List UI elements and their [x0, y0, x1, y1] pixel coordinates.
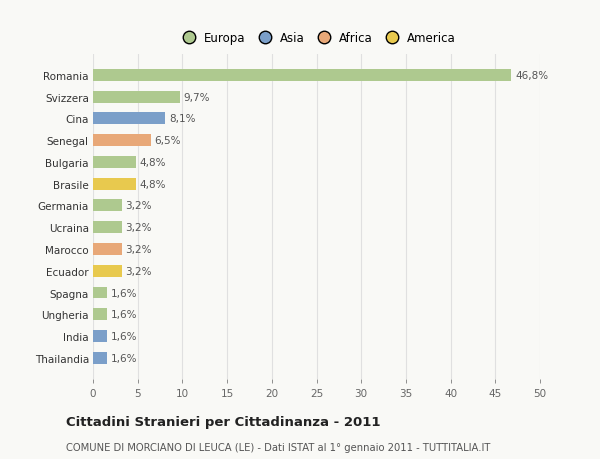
Bar [93, 243, 122, 255]
Text: Cittadini Stranieri per Cittadinanza - 2011: Cittadini Stranieri per Cittadinanza - 2… [66, 415, 380, 428]
Bar [93, 222, 122, 234]
Text: 4,8%: 4,8% [139, 179, 166, 189]
Text: 4,8%: 4,8% [139, 157, 166, 168]
Bar [93, 91, 180, 103]
Bar [93, 200, 122, 212]
Bar [93, 352, 107, 364]
Bar [93, 113, 166, 125]
Text: 3,2%: 3,2% [125, 245, 152, 254]
Text: 1,6%: 1,6% [111, 331, 137, 341]
Bar [93, 179, 136, 190]
Text: 1,6%: 1,6% [111, 309, 137, 319]
Text: 3,2%: 3,2% [125, 266, 152, 276]
Bar [93, 70, 511, 82]
Text: 1,6%: 1,6% [111, 288, 137, 298]
Bar [93, 157, 136, 168]
Bar [93, 265, 122, 277]
Text: 3,2%: 3,2% [125, 201, 152, 211]
Text: 1,6%: 1,6% [111, 353, 137, 363]
Bar [93, 308, 107, 320]
Bar [93, 135, 151, 147]
Text: COMUNE DI MORCIANO DI LEUCA (LE) - Dati ISTAT al 1° gennaio 2011 - TUTTITALIA.IT: COMUNE DI MORCIANO DI LEUCA (LE) - Dati … [66, 442, 490, 452]
Text: 46,8%: 46,8% [515, 71, 548, 81]
Bar [93, 287, 107, 299]
Bar [93, 330, 107, 342]
Text: 3,2%: 3,2% [125, 223, 152, 233]
Text: 8,1%: 8,1% [169, 114, 196, 124]
Text: 9,7%: 9,7% [183, 92, 210, 102]
Legend: Europa, Asia, Africa, America: Europa, Asia, Africa, America [173, 28, 460, 49]
Text: 6,5%: 6,5% [155, 136, 181, 146]
